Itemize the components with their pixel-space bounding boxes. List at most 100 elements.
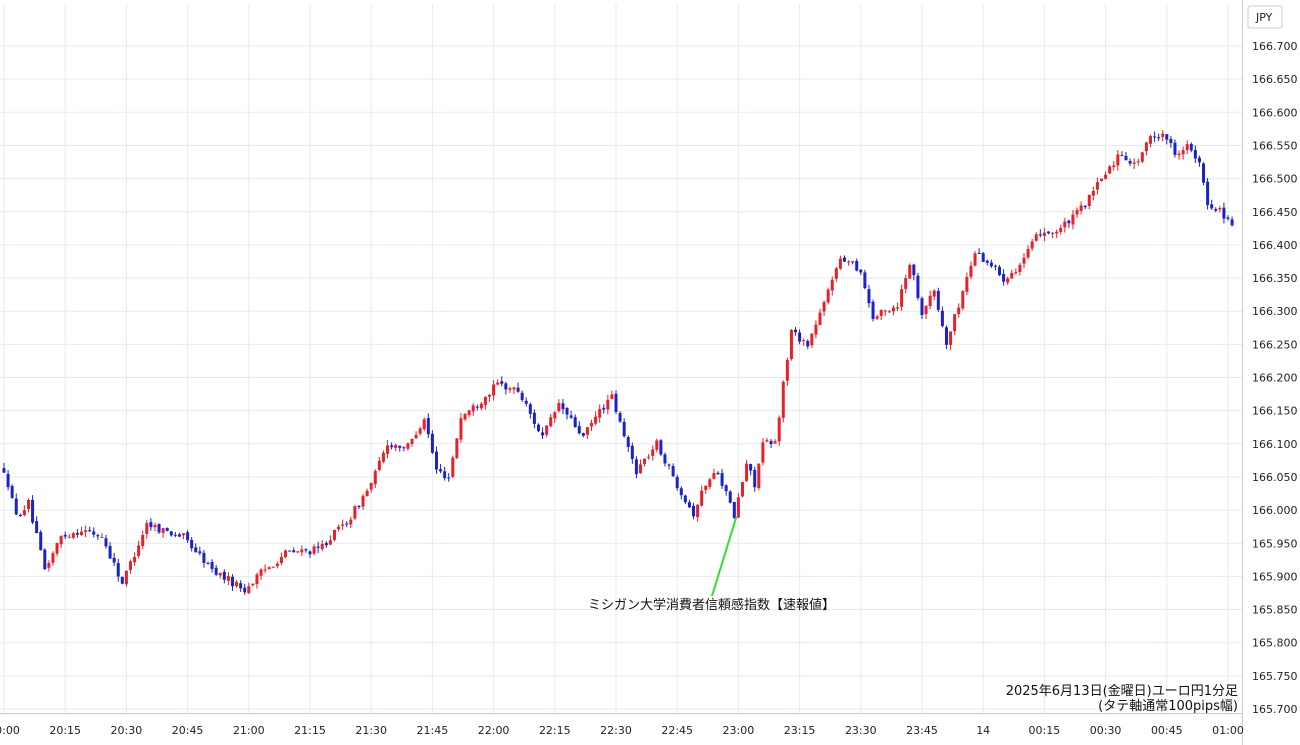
candle-body [1144, 142, 1148, 152]
candle-body [704, 485, 708, 491]
candle-body [108, 545, 112, 559]
y-tick-label: 166.300 [1252, 305, 1298, 318]
candle-body [1100, 178, 1104, 181]
candle-body [35, 521, 39, 534]
candle-body [398, 445, 402, 448]
candle-body [251, 583, 255, 586]
candle-body [1226, 217, 1230, 219]
candle-body [39, 531, 43, 551]
candle-body [198, 551, 202, 554]
candle-body [377, 460, 381, 470]
x-tick-label: 22:45 [661, 724, 693, 737]
candle-body [414, 434, 418, 439]
candle-body [47, 563, 51, 568]
candle-body [851, 261, 855, 263]
y-tick-label: 165.800 [1252, 637, 1298, 650]
candle-body [802, 340, 806, 342]
candle-body [630, 445, 634, 459]
candle-body [1161, 133, 1165, 137]
candle-body [214, 567, 218, 575]
candle-body [190, 540, 194, 549]
candle-body [908, 264, 912, 279]
candle-body [989, 262, 993, 267]
candle-body [814, 324, 818, 335]
candle-body [1087, 194, 1091, 207]
candle-body [471, 405, 475, 412]
y-tick-label: 166.050 [1252, 471, 1298, 484]
candle-body [1165, 134, 1169, 140]
candle-body [149, 522, 153, 528]
candle-body [1124, 155, 1128, 161]
candle-body [700, 490, 704, 506]
candle-body [451, 457, 455, 477]
candle-body [1014, 272, 1018, 274]
candle-body [500, 381, 504, 384]
candle-body [1002, 273, 1006, 282]
candle-body [949, 331, 953, 345]
candle-body [773, 441, 777, 444]
candle-body [916, 275, 920, 298]
candle-body [785, 359, 789, 381]
candle-body [822, 302, 826, 312]
candle-body [569, 415, 573, 418]
candle-body [124, 570, 128, 585]
y-tick-label: 165.750 [1252, 670, 1298, 683]
candle-body [1104, 174, 1108, 179]
candle-body [590, 422, 594, 427]
candle-body [373, 471, 377, 485]
candle-body [300, 549, 304, 553]
candle-body [279, 556, 283, 563]
candle-body [349, 519, 353, 525]
candle-body [789, 329, 793, 359]
candle-body [230, 576, 234, 587]
y-tick-label: 166.400 [1252, 239, 1298, 252]
chart-caption: 2025年6月13日(金曜日)ユーロ円1分足 (タテ軸通常100pips幅) [1006, 683, 1238, 714]
candle-body [1042, 232, 1046, 236]
candle-body [618, 413, 622, 422]
candle-body [488, 395, 492, 397]
candle-body [953, 314, 957, 332]
candle-body [173, 534, 177, 536]
candle-body [798, 332, 802, 342]
candle-body [357, 505, 361, 507]
candle-body [675, 476, 679, 489]
candle-body [683, 495, 687, 503]
candle-body [904, 278, 908, 289]
candle-body [328, 540, 332, 545]
candle-body [524, 400, 528, 404]
candle-body [1010, 273, 1014, 279]
candle-body [22, 510, 26, 516]
candle-body [867, 289, 871, 304]
candle-body [410, 438, 414, 444]
x-tick-label: 20:15 [49, 724, 81, 737]
candle-body [100, 537, 104, 539]
candle-body [308, 551, 312, 555]
candle-body [659, 440, 663, 455]
caption-line-1: 2025年6月13日(金曜日)ユーロ円1分足 [1006, 683, 1238, 699]
candle-body [361, 495, 365, 507]
candle-body [1018, 264, 1022, 272]
candle-body [386, 445, 390, 454]
candle-body [842, 257, 846, 262]
candle-body [1108, 166, 1112, 174]
candle-body [977, 252, 981, 254]
candle-body [1046, 231, 1050, 234]
candle-body [532, 412, 536, 424]
x-axis: 20:00 20:15 20:30 20:45 21:00 21:15 21:30 21:45… [0, 713, 1244, 737]
candle-body [18, 514, 22, 517]
y-tick-label: 166.450 [1252, 206, 1298, 219]
candle-body [271, 566, 275, 568]
x-tick-label: 01:00 [1212, 724, 1244, 737]
candle-body [239, 583, 243, 589]
candle-body [969, 265, 973, 277]
y-axis: 166.700 166.650 166.600 166.550 166.500 166.4… [1242, 0, 1300, 745]
candle-body [961, 291, 965, 309]
x-tick-label: 23:00 [723, 724, 755, 737]
candle-body [2, 468, 6, 473]
candle-body [92, 531, 96, 535]
grid-lines [0, 4, 1242, 713]
candle-body [736, 497, 740, 518]
candle-body [753, 469, 757, 488]
candle-body [834, 268, 838, 279]
candle-body [206, 563, 210, 565]
